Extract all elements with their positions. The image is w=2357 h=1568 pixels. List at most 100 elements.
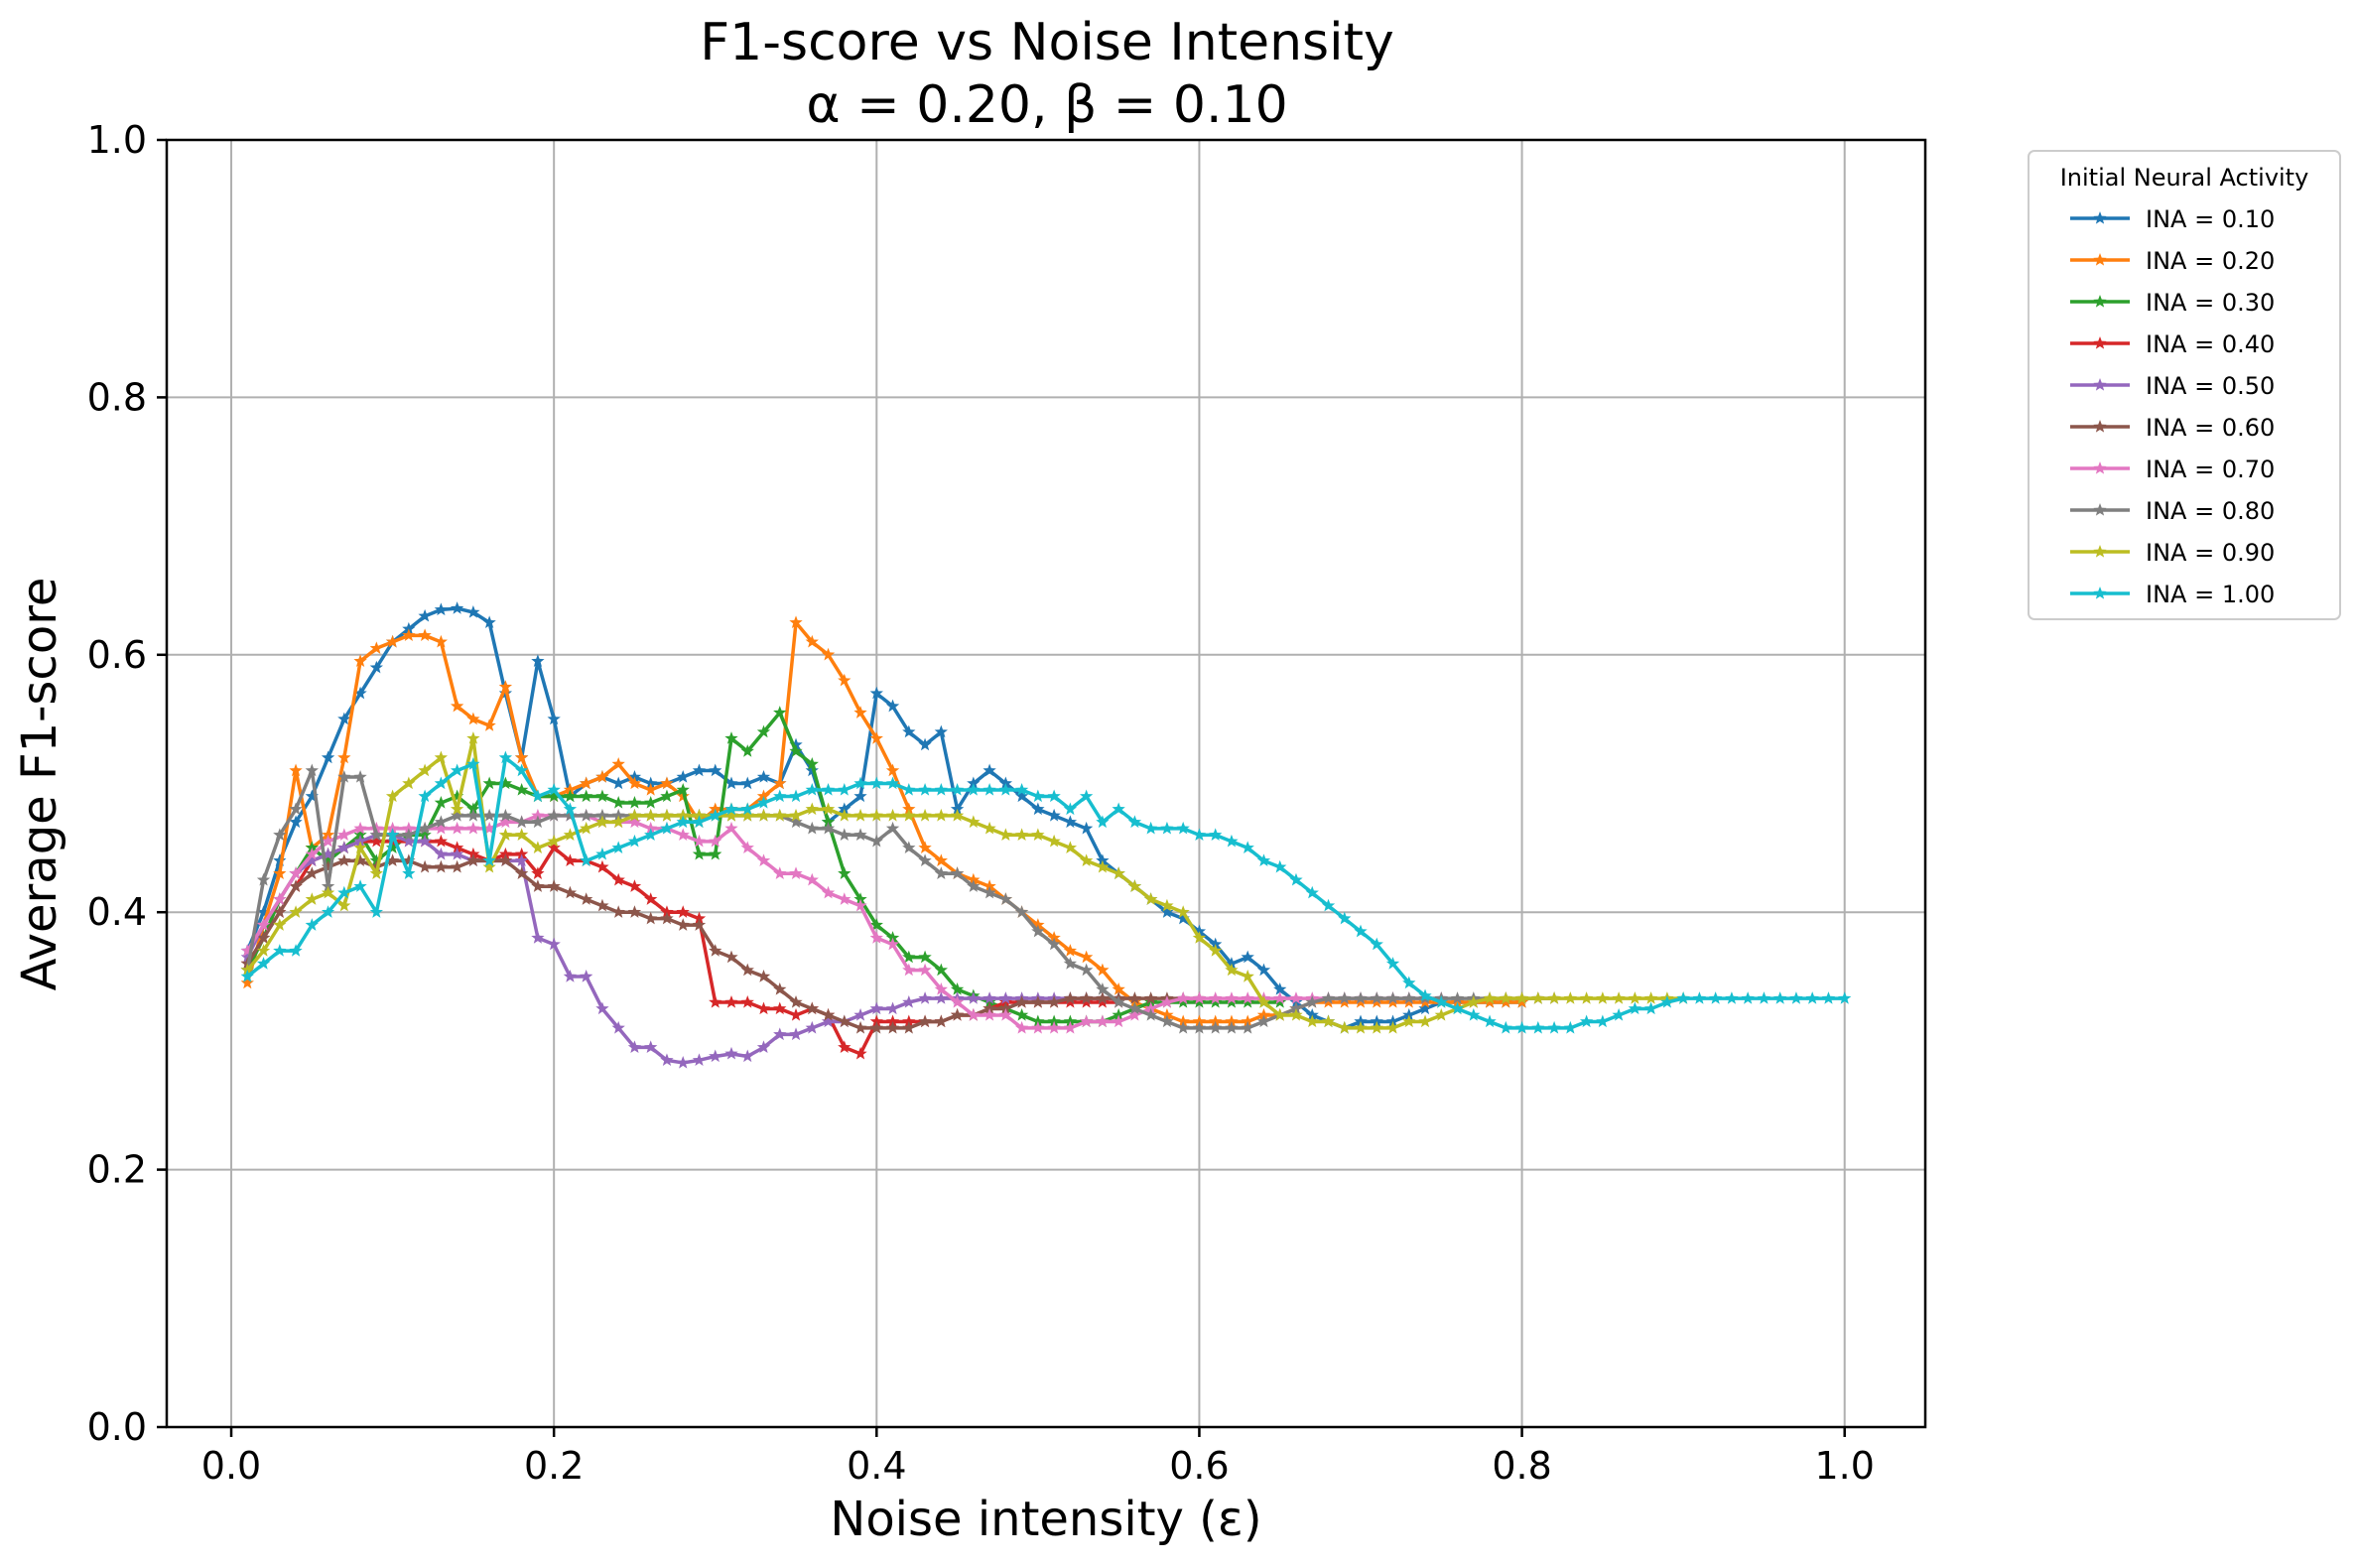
data-point [1096, 963, 1110, 977]
data-point [838, 892, 851, 905]
data-point [611, 1020, 625, 1034]
data-point [644, 776, 658, 790]
data-point [305, 866, 319, 879]
data-point [1079, 991, 1094, 1004]
data-point [1289, 994, 1303, 1008]
data-point [256, 905, 271, 918]
data-point [1063, 815, 1078, 829]
legend-item: INA = 0.60 [2070, 414, 2275, 442]
data-point [998, 828, 1013, 842]
data-point [1273, 982, 1287, 995]
data-point [644, 782, 658, 796]
data-point [1370, 1020, 1383, 1034]
data-point [305, 841, 319, 854]
data-point [369, 905, 383, 918]
data-point [434, 815, 449, 829]
data-point [1321, 1014, 1336, 1028]
data-point [385, 841, 400, 854]
data-point [1047, 1014, 1061, 1028]
data-point [1079, 853, 1094, 866]
data-point [563, 789, 578, 803]
data-point [369, 866, 383, 879]
data-point [1241, 950, 1254, 964]
data-point [514, 828, 529, 842]
data-point [627, 808, 642, 822]
data-point [514, 853, 529, 866]
data-point [1821, 991, 1836, 1004]
legend-swatch-marker [2093, 336, 2107, 349]
data-point [482, 615, 496, 629]
data-point [466, 712, 480, 725]
data-point [789, 615, 803, 629]
data-point [321, 859, 335, 873]
data-point [1014, 1020, 1029, 1034]
data-point [418, 628, 432, 642]
data-point [1354, 1020, 1368, 1034]
data-point [805, 1020, 819, 1034]
data-point [337, 898, 351, 912]
data-point [1031, 924, 1045, 938]
data-point [1112, 1014, 1125, 1028]
data-point [563, 853, 578, 866]
data-point [1063, 991, 1078, 1004]
data-point [709, 994, 722, 1008]
data-point [918, 1014, 932, 1028]
data-point [1127, 815, 1142, 829]
data-point [1450, 994, 1465, 1008]
data-point [982, 821, 996, 835]
data-point [773, 789, 787, 803]
data-point [982, 994, 996, 1008]
data-point [418, 789, 432, 803]
data-point [756, 970, 771, 982]
data-point [385, 853, 400, 866]
data-point [918, 808, 932, 822]
data-point [466, 802, 480, 816]
data-point [514, 763, 529, 777]
data-point [869, 776, 883, 790]
data-point [1757, 991, 1771, 1004]
data-point [466, 731, 480, 744]
data-point [869, 686, 883, 700]
data-point [611, 872, 625, 886]
data-point [773, 866, 787, 879]
data-point [482, 808, 496, 822]
data-point [1225, 991, 1239, 1004]
data-point [1031, 994, 1045, 1008]
data-point [353, 834, 367, 848]
data-point [1144, 991, 1158, 1004]
data-point [1370, 1014, 1383, 1028]
data-point [580, 789, 593, 803]
data-point [838, 782, 851, 796]
data-point [709, 1049, 722, 1063]
data-point [482, 853, 496, 866]
data-point [1047, 789, 1061, 803]
data-point [1241, 991, 1254, 1004]
x-tick-label: 1.0 [1814, 1444, 1874, 1488]
data-point [337, 712, 351, 725]
data-point [1370, 994, 1383, 1008]
data-point [353, 879, 367, 892]
data-point [1256, 1007, 1271, 1021]
data-point [838, 808, 851, 822]
data-point [289, 866, 303, 879]
data-point [902, 724, 916, 738]
data-point [709, 763, 722, 777]
data-point [950, 808, 965, 822]
data-point [369, 834, 383, 848]
data-point [418, 828, 432, 842]
data-point [885, 1014, 900, 1028]
data-point [1096, 994, 1110, 1008]
legend-title: Initial Neural Activity [2060, 164, 2309, 192]
data-point [1209, 994, 1223, 1008]
data-point [337, 853, 351, 866]
data-point [724, 821, 738, 835]
data-point [1079, 821, 1094, 835]
data-point [853, 1046, 867, 1060]
data-point [918, 963, 932, 977]
data-point [434, 776, 449, 790]
data-point [967, 1007, 981, 1021]
data-point [434, 859, 449, 873]
data-point [1450, 1001, 1465, 1015]
data-point [1370, 991, 1383, 1004]
data-point [1063, 944, 1078, 957]
